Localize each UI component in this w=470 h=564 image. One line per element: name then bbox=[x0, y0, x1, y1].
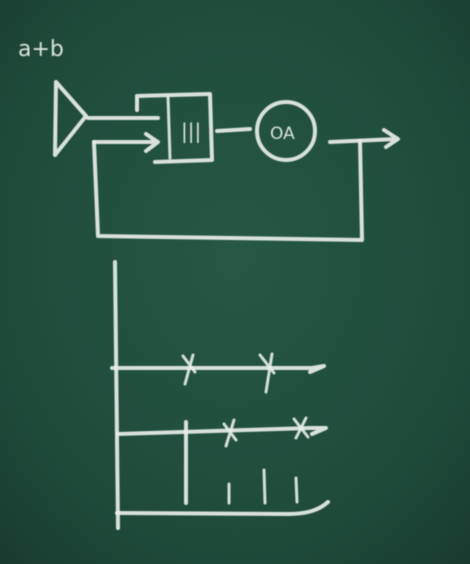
impulse-4 bbox=[294, 476, 299, 504]
timing-vertical-axis bbox=[113, 260, 120, 530]
timing-baseline bbox=[115, 500, 330, 516]
filter-block bbox=[135, 92, 214, 164]
impulse-3 bbox=[262, 468, 267, 505]
antenna-symbol bbox=[53, 80, 88, 157]
block-label: ||| bbox=[181, 119, 201, 143]
filter-block-inner-line bbox=[166, 95, 172, 160]
timeline-upper bbox=[110, 364, 326, 374]
upper-tick-2 bbox=[258, 352, 276, 394]
circle-label: OA bbox=[270, 124, 295, 144]
feedback-arrow-head bbox=[92, 132, 160, 153]
feedback-loop bbox=[92, 139, 364, 242]
connector-line bbox=[215, 127, 252, 133]
middle-tick-1 bbox=[222, 418, 238, 448]
output-arrow bbox=[328, 128, 400, 149]
upper-tick-1 bbox=[181, 353, 197, 386]
middle-tick-2 bbox=[292, 416, 310, 440]
handwritten-label: a+b bbox=[18, 37, 64, 62]
timeline-middle bbox=[116, 426, 328, 436]
circle-element bbox=[255, 100, 317, 162]
